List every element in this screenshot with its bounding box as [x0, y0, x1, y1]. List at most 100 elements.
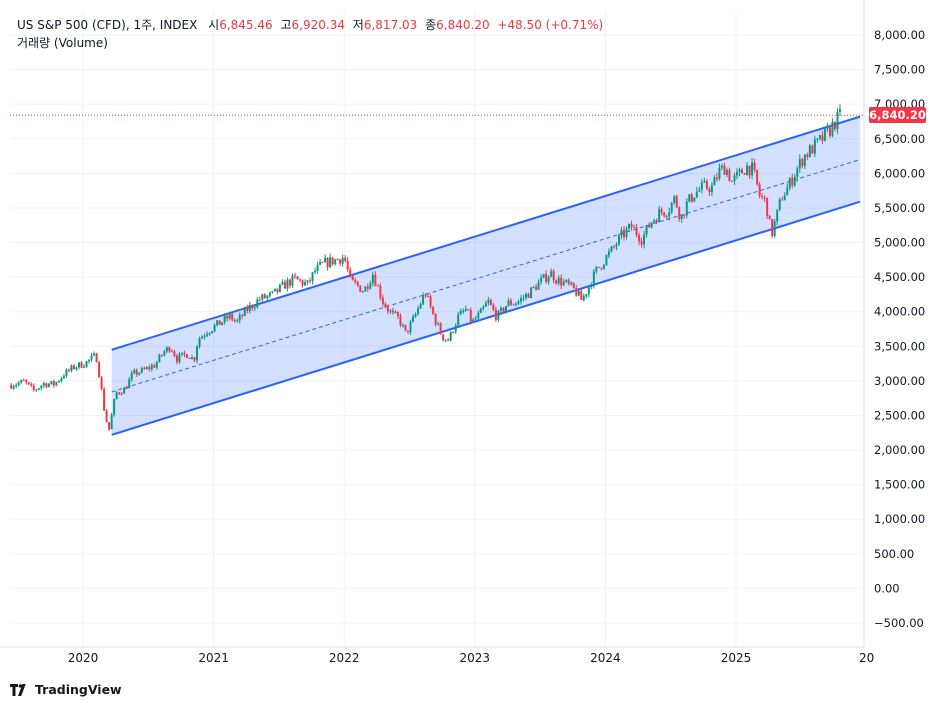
candle-body [442, 334, 445, 341]
candle-body [213, 325, 216, 332]
candle-body [429, 296, 432, 307]
candle-body [128, 379, 131, 389]
candle-body [98, 362, 101, 378]
candle-body [806, 154, 809, 157]
candle-body [384, 303, 387, 308]
candle-body [326, 258, 329, 268]
candle-body [663, 212, 666, 216]
candle-body [10, 385, 13, 389]
candle-body [130, 372, 133, 380]
candle-body [20, 380, 23, 383]
candle-body [351, 275, 354, 281]
candle-body [37, 388, 40, 390]
channel-lower-line [111, 200, 861, 436]
candle-body [163, 351, 166, 356]
candle-body [404, 324, 407, 331]
candle-body [718, 167, 721, 179]
candle-body [381, 297, 384, 304]
candle-body [298, 279, 301, 281]
candle-body [170, 351, 173, 353]
candle-body [40, 385, 43, 389]
candle-body [15, 384, 18, 387]
candle-body [103, 388, 106, 411]
candle-body [638, 235, 641, 242]
candle-body [12, 386, 15, 389]
symbol-legend: US S&P 500 (CFD), 1주, INDEX 시6,845.46 고6… [17, 16, 603, 33]
candle-body [464, 309, 467, 311]
candle-body [685, 201, 688, 216]
candle-body [454, 325, 457, 333]
candle-body [525, 293, 528, 298]
candle-body [414, 313, 417, 317]
candle-body [602, 264, 605, 269]
candle-body [361, 291, 364, 293]
candle-body [547, 277, 550, 282]
candle-body [427, 296, 430, 298]
y-tick-label: 3,500.00 [874, 339, 925, 353]
x-axis[interactable]: 2020 2021 2022 2023 2024 2025 20 [0, 646, 874, 665]
candle-body [45, 383, 48, 387]
candle-body [196, 346, 199, 361]
y-axis[interactable]: 8,000.007,500.007,000.006,500.006,000.00… [863, 0, 925, 647]
candle-body [321, 262, 324, 264]
candle-body [165, 347, 168, 352]
candle-body [55, 381, 58, 386]
close-value: 6,840.20 [436, 18, 490, 32]
x-tick-label: 2020 [68, 651, 99, 665]
candle-body [27, 382, 30, 384]
channel-mid-line [111, 159, 861, 393]
regression-channel[interactable] [111, 115, 861, 436]
candle-body [457, 314, 460, 326]
y-tick-label: 8,000.00 [874, 28, 925, 42]
candle-body [600, 267, 603, 269]
change-value: +48.50 (+0.71%) [497, 18, 604, 32]
candle-body [216, 320, 219, 326]
x-tick-label: 2021 [198, 651, 229, 665]
candle-body [459, 310, 462, 315]
candle-body [736, 171, 739, 176]
candle-body [253, 307, 256, 309]
candle-body [520, 298, 523, 302]
candle-body [766, 197, 769, 216]
candle-body [153, 365, 156, 368]
candle-body [155, 362, 158, 368]
candle-body [276, 288, 279, 292]
candle-body [231, 313, 234, 321]
candle-body [499, 307, 502, 311]
candle-body [542, 274, 545, 278]
candle-body [550, 271, 553, 278]
candle-body [813, 139, 816, 154]
candle-body [100, 377, 103, 389]
candle-body [401, 324, 404, 326]
close-label: 종 [425, 18, 437, 32]
candle-body [751, 162, 754, 176]
tradingview-logo[interactable]: TradingView [10, 682, 122, 697]
candle-body [118, 392, 121, 394]
x-tick-label: 20 [859, 651, 874, 665]
candle-body [17, 382, 20, 385]
y-tick-label: 4,000.00 [874, 305, 925, 319]
candle-body [83, 366, 86, 368]
candle-body [605, 255, 608, 265]
candle-body [406, 330, 409, 333]
candle-body [168, 347, 171, 352]
candle-body [386, 307, 389, 312]
candle-body [741, 169, 744, 174]
candle-body [786, 187, 789, 196]
y-tick-label: 7,500.00 [874, 63, 925, 77]
candle-body [67, 369, 70, 371]
candle-body [688, 194, 691, 202]
candle-body [494, 309, 497, 320]
candle-body [198, 338, 201, 347]
candle-body [218, 320, 221, 325]
candle-body [793, 176, 796, 186]
candle-body [469, 310, 472, 322]
candle-body [615, 244, 618, 247]
candle-body [336, 259, 339, 261]
candle-body [203, 335, 206, 337]
candle-body [409, 321, 412, 333]
candle-body [462, 310, 465, 312]
candle-body [316, 264, 319, 271]
candle-body [497, 310, 500, 320]
